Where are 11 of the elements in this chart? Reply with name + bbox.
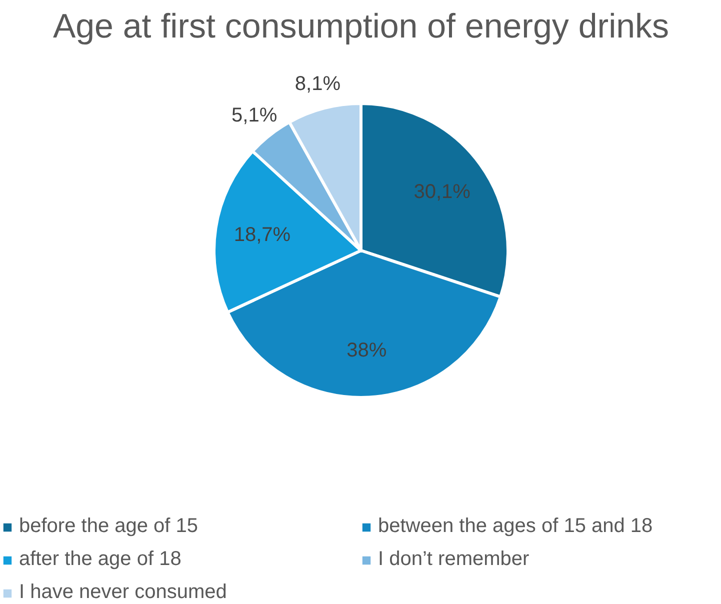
legend-label: I don’t remember (378, 548, 530, 571)
data-label: 38% (346, 339, 387, 362)
data-label: 5,1% (232, 104, 278, 127)
chart-title: Age at first consumption of energy drinks (52, 8, 670, 46)
data-label: 18,7% (234, 224, 291, 246)
legend-label: between the ages of 15 and 18 (378, 515, 654, 538)
legend-label: I have never consumed (19, 581, 228, 604)
legend-label: after the age of 18 (19, 548, 182, 571)
data-label: 30,1% (414, 181, 471, 203)
legend-label: before the age of 15 (19, 515, 200, 538)
data-label: 8,1% (294, 73, 341, 96)
